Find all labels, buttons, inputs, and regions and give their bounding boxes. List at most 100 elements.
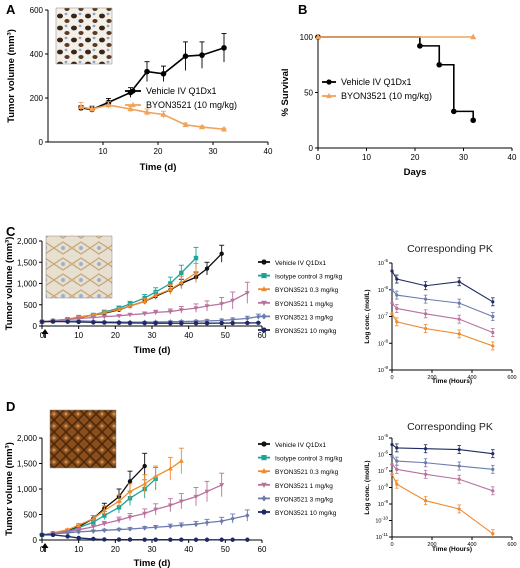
C-data-point: [142, 320, 147, 326]
D-data-point: [167, 503, 173, 508]
C-x-axis-label: Time (d): [134, 345, 171, 356]
D-PK-data-point: [457, 464, 461, 468]
D-PK-x-tick-label: 0: [390, 542, 393, 548]
D-PK-y-tick-label: 10-5: [378, 433, 389, 442]
D-series-line: [41, 514, 248, 536]
B-x-tick-label: 30: [459, 153, 468, 162]
B-x-tick-label: 0: [316, 153, 321, 162]
B-x-tick-label: 40: [508, 153, 517, 162]
D-data-point: [127, 537, 133, 542]
C-data-point: [230, 320, 235, 326]
C-PK-data-point: [390, 288, 394, 292]
D-legend-marker: [261, 441, 267, 447]
D-PK-y-tick-exponent: -6: [384, 450, 388, 455]
C-data-point: [102, 320, 107, 325]
C-legend-marker: [261, 286, 267, 292]
C-PK-data-point: [424, 312, 428, 316]
D-legend-marker: [261, 455, 267, 461]
D-data-point: [102, 537, 107, 542]
D-data-point: [76, 535, 81, 541]
C-data-point: [245, 315, 250, 321]
D-data-point: [90, 524, 96, 530]
panel-d: 0 10 20 30 40 50 60 0 500 1,000 1,500 2,000 Time (d)…: [4, 399, 343, 568]
D-data-point: [102, 513, 107, 518]
C-PK-y-tick-label: 10-6: [378, 285, 389, 294]
C-PK-series-0: [390, 269, 495, 307]
D-series-line: [41, 460, 182, 536]
C-series-5: [39, 319, 261, 326]
A-data-point: [143, 108, 151, 115]
C-PK-y-tick-label: 10-5: [378, 258, 389, 267]
C-legend-entry: Isotype control 3 mg/kg: [258, 273, 343, 281]
D-PK-y-tick-label: 10-8: [378, 483, 389, 492]
C-data-point: [204, 304, 210, 309]
C-data-point: [127, 312, 133, 318]
C-PK-y-tick-exponent: -5: [384, 258, 388, 263]
D-PK-y-tick-base: 10: [378, 436, 384, 442]
C-PK-y-tick-base: 10: [378, 315, 384, 321]
C-data-point: [193, 255, 199, 261]
D-data-point: [127, 479, 133, 484]
D-legend-entry: BYON3521 0.3 mg/kg: [258, 468, 339, 476]
D-PK-x-axis-label: Time (Hours): [432, 546, 472, 553]
D-data-point: [91, 536, 96, 542]
C-x-tick-label: 40: [184, 331, 193, 340]
D-data-point: [127, 515, 133, 520]
C-PK-data-point: [457, 280, 461, 284]
D-legend-marker: [261, 468, 267, 474]
B-y-axis-label: % Survival: [280, 68, 291, 116]
C-data-point: [193, 321, 199, 326]
D-data-point: [204, 537, 210, 542]
C-y-tick-label: 500: [24, 301, 38, 310]
D-PK-data-point: [390, 472, 394, 476]
B-data-point: [314, 33, 322, 40]
D-PK-series-line: [391, 455, 493, 470]
C-legend-label: Vehicle IV Q1Dx1: [275, 260, 326, 267]
C-PK-data-point: [395, 306, 399, 311]
D-data-point: [65, 534, 70, 539]
D-PK-y-tick-base: 10: [375, 519, 381, 525]
B-legend-label: Vehicle IV Q1Dx1: [341, 77, 412, 87]
C-PK-data-point: [395, 277, 399, 281]
C-data-point: [127, 320, 133, 326]
C-legend-label: BYON3521 3 mg/kg: [275, 314, 333, 321]
C-legend-label: BYON3521 10 mg/kg: [275, 328, 337, 335]
D-data-point: [127, 488, 133, 494]
D-legend-label: BYON3521 10 mg/kg: [275, 510, 337, 517]
D-PK-data-point: [457, 507, 461, 511]
D-data-point: [101, 521, 107, 527]
D-data-point: [142, 525, 147, 531]
C-PK-y-tick-label: 10-9: [378, 365, 389, 374]
D-PK-data-point: [424, 447, 428, 451]
C-legend-marker: [261, 327, 267, 333]
D-data-point: [101, 507, 107, 513]
dosing-arrow-head: [41, 329, 49, 334]
panel-b: 0 10 20 30 40 0 50 100 Days % Survival B Vehicle IV…: [280, 2, 517, 178]
C-data-point: [179, 321, 184, 326]
A-data-point: [182, 121, 189, 128]
B-legend-marker: [326, 92, 332, 99]
C-PK-y-tick-exponent: -6: [384, 285, 388, 290]
C-PK-y-tick-label: 10-7: [378, 312, 389, 321]
D-PK-y-tick-base: 10: [378, 502, 384, 508]
C-data-point: [50, 319, 56, 324]
D-data-point: [168, 537, 173, 542]
D-series-1: [39, 467, 159, 538]
C-PK-y-tick-base: 10: [378, 288, 384, 294]
C-PK-data-point: [491, 344, 495, 348]
A-data-point: [220, 125, 228, 132]
D-PK-data-point: [390, 443, 394, 447]
C-data-point: [204, 266, 210, 271]
D-PK-data-point: [424, 461, 428, 465]
D-data-point: [230, 515, 235, 522]
D-data-point: [76, 525, 81, 530]
C-data-point: [142, 298, 148, 304]
D-data-point: [178, 458, 184, 463]
C-PK-y-tick-exponent: -8: [384, 338, 388, 343]
C-data-point: [39, 319, 45, 324]
D-PK-y-tick-label: 10-10: [375, 516, 388, 525]
D-data-point: [193, 494, 199, 500]
D-PK-data-point: [390, 462, 394, 466]
B-x-axis-label: Days: [404, 167, 427, 178]
